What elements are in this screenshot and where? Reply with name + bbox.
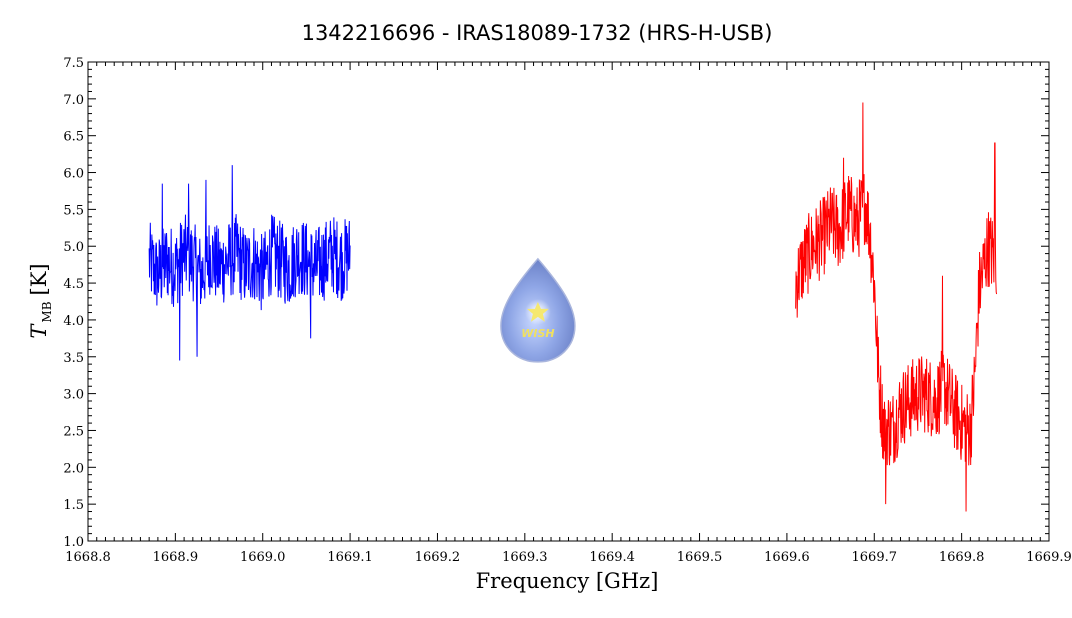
- y-tick-label: 3.5: [63, 351, 84, 366]
- x-tick-label: 1669.2: [415, 550, 461, 565]
- series-line-1: [148, 165, 351, 361]
- y-tick-label: 4.0: [63, 314, 84, 329]
- y-tick-label: 7.5: [63, 56, 84, 71]
- y-tick-label: 4.5: [63, 277, 84, 292]
- y-axis-label-symbol: T: [27, 323, 51, 339]
- x-tick-label: 1669.8: [939, 550, 985, 565]
- x-tick-label: 1669.1: [327, 550, 373, 565]
- y-tick-label: 1.0: [63, 535, 84, 550]
- x-tick-label: 1668.9: [153, 550, 199, 565]
- x-tick-label: 1669.0: [240, 550, 286, 565]
- series-line-2: [795, 102, 998, 512]
- series-layer: [148, 102, 998, 512]
- y-axis: 1.0 1.5 2.0 2.5 3.0 3.5 4.0 4.5 5.0 5.5 6.0 6.5 7.0 7…: [63, 56, 1049, 550]
- chart-title: 1342216696 - IRAS18089-1732 (HRS-H-USB): [302, 21, 773, 45]
- x-tick-label: 1669.9: [1026, 550, 1072, 565]
- y-tick-label: 3.0: [63, 388, 84, 403]
- x-axis-label: Frequency [GHz]: [476, 569, 659, 593]
- x-tick-label: 1668.8: [65, 550, 111, 565]
- y-tick-label: 5.0: [63, 240, 84, 255]
- y-tick-label: 2.5: [63, 424, 84, 439]
- x-tick-label: 1669.5: [677, 550, 723, 565]
- y-tick-label: 7.0: [63, 93, 84, 108]
- svg-text:TMB[K]: TMB [K]: [27, 263, 54, 338]
- star-icon: [526, 301, 549, 322]
- y-axis-label-subscript: MB: [40, 301, 54, 322]
- y-tick-label: 5.5: [63, 203, 84, 218]
- y-axis-label: TMB [K]: [27, 263, 54, 338]
- x-axis: 1668.8 1668.9 1669.0 1669.1 1669.2 1669.3 1669…: [65, 62, 1072, 565]
- y-tick-label: 2.0: [63, 461, 84, 476]
- y-tick-label: 6.0: [63, 167, 84, 182]
- x-tick-label: 1669.4: [589, 550, 635, 565]
- y-axis-label-unit: [K]: [27, 263, 51, 295]
- logo-text: WISH: [521, 327, 554, 340]
- x-tick-label: 1669.6: [764, 550, 810, 565]
- x-tick-label: 1669.3: [502, 550, 548, 565]
- wish-water-drop-logo: WISH: [500, 257, 576, 363]
- x-tick-label: 1669.7: [852, 550, 898, 565]
- y-tick-label: 1.5: [63, 498, 84, 513]
- y-tick-label: 6.5: [63, 130, 84, 145]
